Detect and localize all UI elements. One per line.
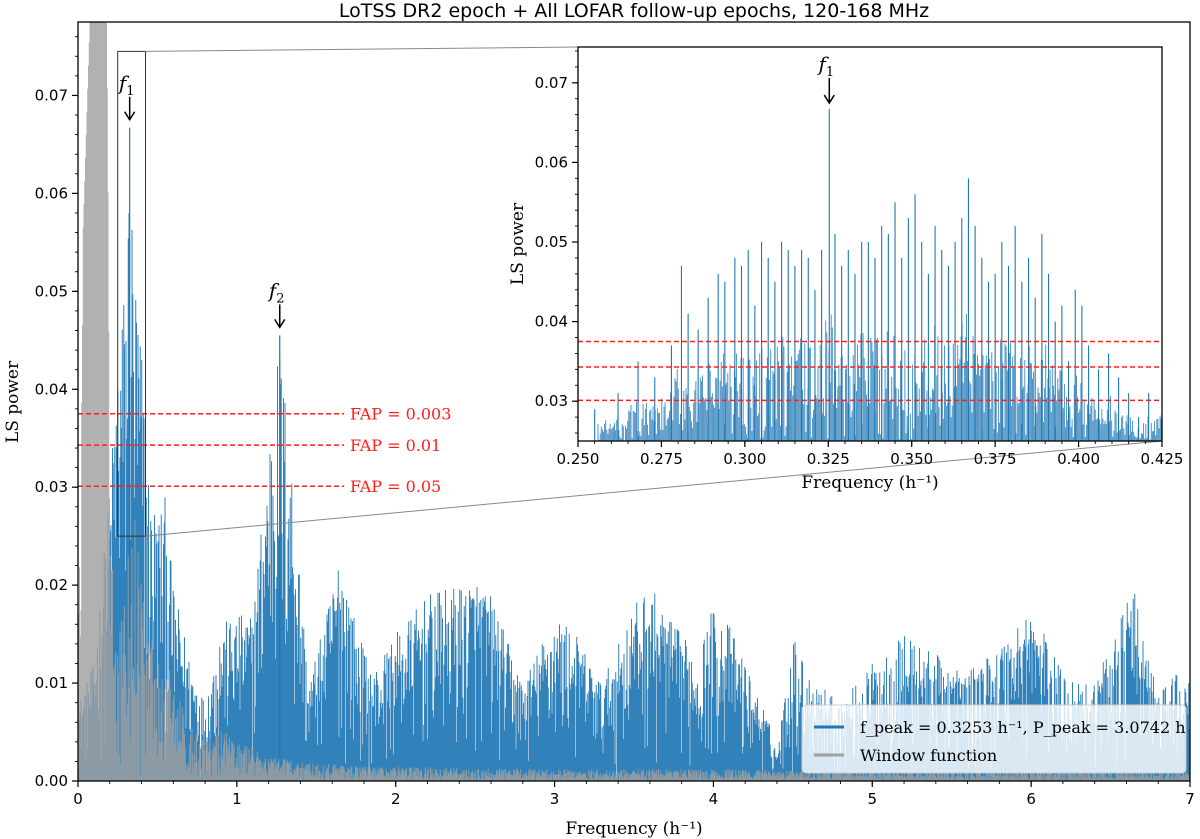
inset-y-axis: 0.03 0.04 0.05 0.06 0.07 bbox=[535, 50, 578, 434]
main-x-tick-label: 4 bbox=[709, 790, 719, 808]
peak-label-1: f2 bbox=[267, 278, 285, 306]
main-y-tick-label: 0.02 bbox=[35, 576, 68, 594]
zoom-indicator bbox=[117, 46, 1163, 537]
peak-arrow-head-1 bbox=[274, 318, 286, 329]
inset-background bbox=[578, 47, 1162, 441]
inset-x-axis: 0.250 0.275 0.300 0.325 0.350 0.375 0.400 0.425 bbox=[557, 441, 1184, 468]
fap-label-2: FAP = 0.05 bbox=[350, 477, 441, 496]
inset-x-tick-label: 0.400 bbox=[1057, 450, 1100, 468]
zoom-connector-top bbox=[145, 46, 579, 52]
chart-title: LoTSS DR2 epoch + All LOFAR follow-up ep… bbox=[339, 0, 929, 22]
inset-plot-area bbox=[578, 109, 1162, 441]
inset-y-tick-label: 0.03 bbox=[535, 392, 568, 410]
peak-label-sub-0: 1 bbox=[126, 84, 134, 99]
inset-y-axis-label: LS power bbox=[508, 202, 528, 285]
inset-peak-arrow-head bbox=[823, 94, 835, 105]
main-x-tick-label: 2 bbox=[391, 790, 401, 808]
main-overlay: FAP = 0.003 FAP = 0.01 FAP = 0.05 f1 f2 bbox=[78, 71, 451, 496]
main-y-tick-label: 0.05 bbox=[35, 282, 68, 300]
legend-frame bbox=[801, 704, 1187, 774]
inset-x-tick-label: 0.350 bbox=[890, 450, 933, 468]
fap-label-1: FAP = 0.01 bbox=[350, 436, 441, 455]
main-y-tick-label: 0.06 bbox=[35, 184, 68, 202]
inset-y-tick-label: 0.07 bbox=[535, 74, 568, 92]
main-y-tick-label: 0.00 bbox=[35, 772, 68, 790]
main-x-axis: 0 1 2 3 4 5 6 7 bbox=[73, 781, 1195, 808]
legend: f_peak = 0.3253 h⁻¹, P_peak = 3.0742 h W… bbox=[801, 704, 1187, 774]
main-x-tick-label: 3 bbox=[550, 790, 560, 808]
main-y-tick-label: 0.01 bbox=[35, 674, 68, 692]
inset-x-tick-label: 0.250 bbox=[557, 450, 600, 468]
main-x-axis-label: Frequency (h⁻¹) bbox=[565, 819, 702, 839]
main-y-tick-label: 0.03 bbox=[35, 478, 68, 496]
inset-y-tick-label: 0.06 bbox=[535, 153, 568, 171]
inset-x-tick-label: 0.425 bbox=[1141, 450, 1184, 468]
inset-y-tick-label: 0.05 bbox=[535, 233, 568, 251]
main-x-tick-label: 1 bbox=[232, 790, 242, 808]
zoom-box bbox=[117, 50, 147, 537]
main-axes-frame bbox=[77, 21, 1191, 782]
inset-axes-frame bbox=[577, 46, 1163, 442]
main-y-axis-label: LS power bbox=[3, 360, 23, 443]
main-x-tick-label: 0 bbox=[73, 790, 83, 808]
main-x-tick-label: 6 bbox=[1026, 790, 1036, 808]
main-x-tick-label: 7 bbox=[1185, 790, 1195, 808]
main-y-tick-label: 0.04 bbox=[35, 380, 68, 398]
peak-label-0: f1 bbox=[117, 71, 135, 99]
inset-x-tick-label: 0.300 bbox=[723, 450, 766, 468]
main-y-axis: 0.00 0.01 0.02 0.03 0.04 0.05 0.06 0.07 bbox=[35, 36, 78, 790]
legend-label-periodogram: f_peak = 0.3253 h⁻¹, P_peak = 3.0742 h bbox=[860, 718, 1186, 737]
main-x-tick-label: 5 bbox=[868, 790, 878, 808]
zoom-connector-bottom bbox=[145, 440, 1163, 537]
inset-peak-label-sub: 1 bbox=[826, 65, 834, 80]
inset-y-tick-label: 0.04 bbox=[535, 313, 568, 331]
inset-x-tick-label: 0.275 bbox=[640, 450, 683, 468]
main-y-tick-label: 0.07 bbox=[35, 86, 68, 104]
inset-x-axis-label: Frequency (h⁻¹) bbox=[801, 473, 938, 493]
peak-label-sub-1: 2 bbox=[276, 291, 284, 306]
inset-x-tick-label: 0.375 bbox=[974, 450, 1017, 468]
peak-arrow-head-0 bbox=[124, 111, 136, 122]
inset-x-tick-label: 0.325 bbox=[807, 450, 850, 468]
legend-label-window: Window function bbox=[860, 746, 997, 765]
fap-label-0: FAP = 0.003 bbox=[350, 405, 451, 424]
